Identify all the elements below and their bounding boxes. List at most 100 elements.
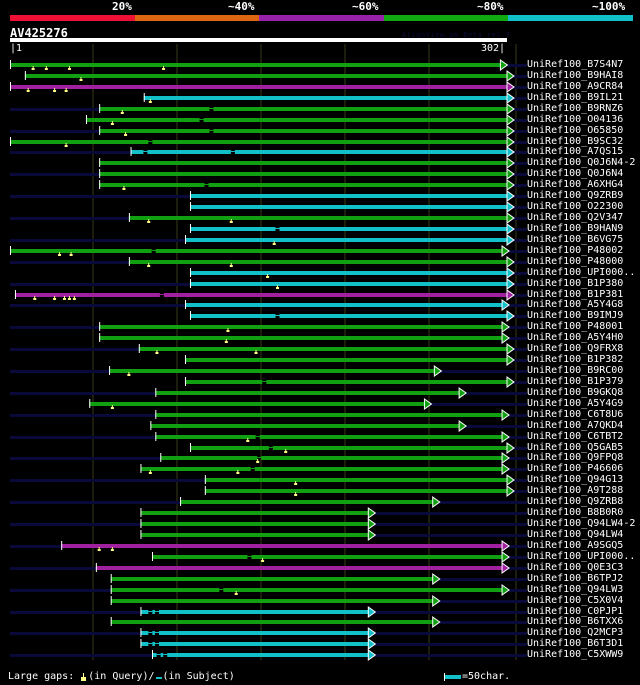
alignment-start-tick: [155, 432, 157, 441]
hit-label[interactable]: UniRef100_C6T8U6: [527, 409, 624, 420]
hit-label[interactable]: UniRef100_UPI000..: [527, 551, 636, 562]
hit-label[interactable]: UniRef100_C5X0V4: [527, 595, 624, 606]
hit-label[interactable]: UniRef100_O65850: [527, 125, 624, 136]
hit-label[interactable]: UniRef100_B9RNZ6: [527, 103, 624, 114]
unaligned-region: [507, 239, 527, 242]
hit-label[interactable]: UniRef100_B6TPJ2: [527, 573, 624, 584]
query-gap-marker: [276, 285, 278, 287]
alignment-end-arrow: [506, 234, 515, 246]
hit-label[interactable]: UniRef100_A9CR84: [527, 81, 624, 92]
query-gap-marker: [79, 79, 83, 81]
hit-label[interactable]: UniRef100_B6T3D1: [527, 638, 624, 649]
alignment-end-arrow: [433, 365, 443, 377]
unaligned-region: [507, 479, 527, 482]
alignment-bar-segment: [185, 238, 507, 242]
hit-label[interactable]: UniRef100_C5XWW9: [527, 649, 624, 660]
hit-label[interactable]: UniRef100_B1P381: [527, 289, 624, 300]
alignment-start-tick: [140, 508, 142, 517]
hit-label[interactable]: UniRef100_Q94G13: [527, 474, 624, 485]
hit-label[interactable]: UniRef100_O22300: [527, 201, 624, 212]
hit-label[interactable]: UniRef100_A9SGQ5: [527, 540, 624, 551]
hit-label[interactable]: UniRef100_A6XHG4: [527, 179, 624, 190]
alignment-start-tick: [152, 650, 153, 659]
hit-label[interactable]: UniRef100_Q94LW4: [527, 529, 624, 540]
alignment-end-arrow: [506, 92, 515, 104]
hit-label[interactable]: UniRef100_A5Y4H0: [527, 332, 624, 343]
hit-label[interactable]: UniRef100_Q0J6N4-2: [527, 157, 636, 168]
gap-legend-query: (in Query)/: [88, 671, 155, 682]
alignment-end-arrow: [506, 81, 515, 93]
hit-label[interactable]: UniRef100_Q94LW4-2: [527, 518, 636, 529]
hit-label[interactable]: UniRef100_B9HAN9: [527, 223, 624, 234]
hit-label[interactable]: UniRef100_A7QS15: [527, 146, 624, 157]
unaligned-region: [432, 578, 527, 581]
hit-label[interactable]: UniRef100_Q2V347: [527, 212, 624, 223]
hit-label[interactable]: UniRef100_A5Y4G8: [527, 299, 624, 310]
hit-label[interactable]: UniRef100_B1P382: [527, 354, 624, 365]
hit-label[interactable]: UniRef100_Q9FRX8: [527, 343, 624, 354]
hit-label[interactable]: UniRef100_Q0J6N4: [527, 168, 624, 179]
alignment-end-arrow: [423, 398, 433, 410]
hit-label[interactable]: UniRef100_B9HAI8: [527, 70, 624, 81]
hit-label[interactable]: UniRef100_B1P380: [527, 278, 624, 289]
hit-label[interactable]: UniRef100_P48001: [527, 321, 624, 332]
alignment-bar-segment: [155, 391, 460, 395]
hit-label[interactable]: UniRef100_Q9ZRB8: [527, 496, 624, 507]
hit-label[interactable]: UniRef100_A7QKD4: [527, 420, 624, 431]
alignment-start-tick: [110, 617, 112, 626]
hit-label[interactable]: UniRef100_Q9FPQ8: [527, 452, 624, 463]
hit-label[interactable]: UniRef100_B1P379: [527, 376, 624, 387]
alignment-end-arrow: [367, 507, 377, 519]
subject-gap-icon: [155, 676, 162, 679]
alignment-bar-segment: [138, 347, 507, 351]
hit-label[interactable]: UniRef100_UPI000..: [527, 267, 636, 278]
hit-label[interactable]: UniRef100_B9IMJ9: [527, 310, 624, 321]
alignment-end-arrow: [458, 420, 467, 432]
hit-label[interactable]: UniRef100_Q2MCP3: [527, 627, 624, 638]
legend-label: ~60%: [352, 0, 379, 13]
unaligned-region: [502, 326, 527, 329]
alignment-bar-segment: [99, 325, 503, 329]
hit-label[interactable]: UniRef100_B7S4N7: [527, 59, 624, 70]
alignment-bar-segment: [140, 642, 149, 646]
alignment-start-tick: [140, 628, 142, 637]
hit-label[interactable]: UniRef100_Q0E3C3: [527, 562, 624, 573]
hit-label[interactable]: UniRef100_Q5GAB5: [527, 442, 624, 453]
unaligned-region: [502, 304, 527, 307]
hit-label[interactable]: UniRef100_A9T288: [527, 485, 624, 496]
legend-color-segment: [10, 15, 135, 21]
hit-label[interactable]: UniRef100_P48000: [527, 256, 624, 267]
hit-label[interactable]: UniRef100_B9GKQ8: [527, 387, 624, 398]
unaligned-region: [507, 447, 527, 450]
hit-label[interactable]: UniRef100_Q9ZRB9: [527, 190, 624, 201]
query-gap-marker: [156, 350, 158, 352]
hit-label[interactable]: UniRef100_P46606: [527, 463, 624, 474]
hit-label[interactable]: UniRef100_B6TXX6: [527, 616, 624, 627]
subject-gap: [148, 141, 153, 142]
hit-label[interactable]: UniRef100_A5Y4G9: [527, 398, 624, 409]
alignment-bar-segment: [99, 161, 508, 165]
alignment-bar-segment: [234, 150, 507, 154]
hit-label[interactable]: UniRef100_B9RC00: [527, 365, 624, 376]
hit-label[interactable]: UniRef100_B6VG75: [527, 234, 624, 245]
unaligned-region: [368, 632, 527, 635]
hit-label[interactable]: UniRef100_Q94LW3: [527, 584, 624, 595]
hit-label[interactable]: UniRef100_P48002: [527, 245, 624, 256]
alignment-bar-segment: [10, 140, 149, 144]
unaligned-region: [502, 545, 527, 548]
hit-label[interactable]: UniRef100_B9IL21: [527, 92, 624, 103]
alignment-bar-segment: [109, 369, 435, 373]
hit-label[interactable]: UniRef100_B8B0R0: [527, 507, 624, 518]
unaligned-region: [432, 600, 527, 603]
hit-label[interactable]: UniRef100_B9SC32: [527, 136, 624, 147]
alignment-start-tick: [138, 344, 140, 353]
footer-scale-legend: =50char.: [444, 671, 510, 683]
alignment-end-arrow: [432, 496, 441, 508]
query-sequence-bar: [10, 38, 507, 42]
hit-label[interactable]: UniRef100_C0PJP1: [527, 606, 624, 617]
query-gap-marker: [65, 143, 67, 145]
hit-label[interactable]: UniRef100_O04136: [527, 114, 624, 125]
query-gap-marker: [257, 459, 259, 461]
hit-label[interactable]: UniRef100_C6TBT2: [527, 431, 624, 442]
query-gap-marker: [73, 296, 75, 298]
